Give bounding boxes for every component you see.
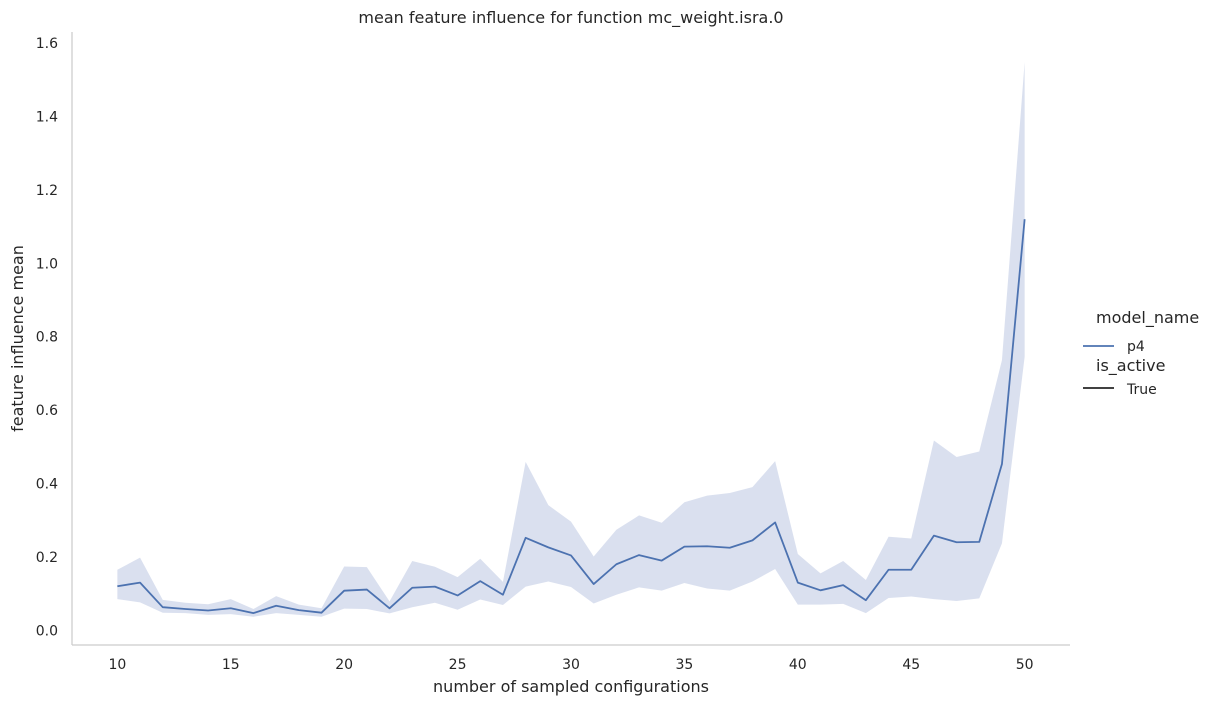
- x-tick-label: 50: [1016, 657, 1034, 673]
- chart-title: mean feature influence for function mc_w…: [358, 8, 783, 28]
- legend-entry-true: True: [1126, 382, 1157, 398]
- confidence-band-p4: [117, 62, 1025, 617]
- x-tick-label: 10: [108, 657, 126, 673]
- y-tick-label: 0.2: [36, 550, 58, 566]
- y-tick-label: 0.8: [36, 330, 58, 346]
- y-tick-label: 1.0: [36, 256, 58, 272]
- x-tick-label: 30: [562, 657, 580, 673]
- x-tick-labels: 10 15 20 25 30 35 40 45 50: [108, 657, 1033, 673]
- legend-entry-p4: p4: [1127, 339, 1145, 355]
- x-axis-label: number of sampled configurations: [433, 677, 709, 696]
- y-tick-label: 1.6: [36, 36, 58, 52]
- y-tick-label: 1.4: [36, 109, 58, 125]
- x-tick-label: 35: [675, 657, 693, 673]
- legend: model_name p4 is_active True: [1083, 308, 1199, 398]
- y-tick-label: 1.2: [36, 183, 58, 199]
- series-line-layer: [117, 219, 1026, 614]
- y-tick-label: 0.4: [36, 476, 58, 492]
- x-tick-label: 40: [789, 657, 807, 673]
- x-tick-label: 25: [449, 657, 467, 673]
- y-axis-label: feature influence mean: [8, 245, 27, 432]
- x-tick-label: 45: [902, 657, 920, 673]
- confidence-band-layer: [117, 62, 1025, 617]
- x-tick-label: 20: [335, 657, 353, 673]
- y-tick-label: 0.6: [36, 403, 58, 419]
- legend-title-model-name: model_name: [1096, 308, 1199, 328]
- y-tick-labels: 0.0 0.2 0.4 0.6 0.8 1.0 1.2 1.4 1.6: [36, 36, 58, 639]
- legend-title-is-active: is_active: [1096, 356, 1165, 376]
- series-line-p4: [117, 219, 1026, 614]
- x-tick-label: 15: [222, 657, 240, 673]
- y-tick-label: 0.0: [36, 623, 58, 639]
